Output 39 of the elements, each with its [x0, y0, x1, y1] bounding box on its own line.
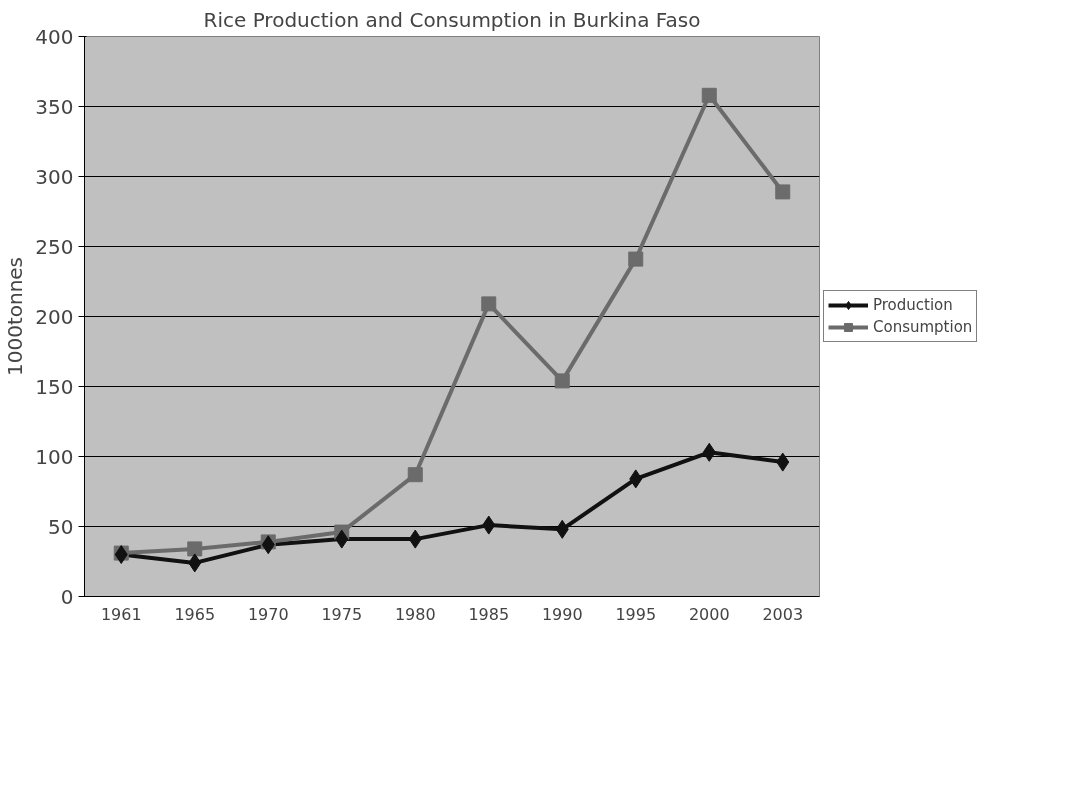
point	[702, 442, 716, 462]
point	[701, 87, 717, 103]
point	[408, 529, 422, 549]
point	[776, 452, 790, 472]
y-tick-label: 300	[35, 164, 74, 189]
x-tick-label: 2000	[688, 604, 730, 624]
point	[775, 184, 791, 200]
x-tick-label: 1985	[468, 604, 510, 624]
x-tick-label: 1970	[247, 604, 289, 624]
y-tick-label: 0	[60, 584, 74, 609]
y-axis-title: 1000tonnes	[3, 256, 28, 377]
point	[554, 373, 570, 389]
point	[261, 535, 275, 555]
y-tick-label: 350	[35, 94, 74, 119]
point	[628, 251, 644, 267]
point	[335, 529, 349, 549]
point	[187, 541, 203, 557]
y-tick-label: 100	[35, 444, 74, 469]
y-tick-label: 200	[35, 304, 74, 329]
x-tick-label: 1980	[394, 604, 436, 624]
y-tick-label: 50	[48, 514, 74, 539]
point	[407, 467, 423, 483]
x-tick-label: 1975	[321, 604, 363, 624]
x-tick-label: 2003	[762, 604, 804, 624]
x-tick-label: 1995	[615, 604, 657, 624]
chart-title: Rice Production and Consumption in Burkina Faso	[203, 7, 701, 32]
x-tick-label: 1965	[174, 604, 216, 624]
y-tick-label: 400	[35, 24, 74, 49]
legend-label: Consumption	[873, 318, 973, 336]
y-tick-label: 250	[35, 234, 74, 259]
point	[481, 296, 497, 312]
point	[482, 515, 496, 535]
y-tick-label: 150	[35, 374, 74, 399]
point	[629, 469, 643, 489]
point	[555, 519, 569, 539]
x-tick-label: 1961	[100, 604, 142, 624]
legend-label: Production	[873, 296, 953, 314]
x-tick-label: 1990	[541, 604, 583, 624]
point	[188, 553, 202, 573]
